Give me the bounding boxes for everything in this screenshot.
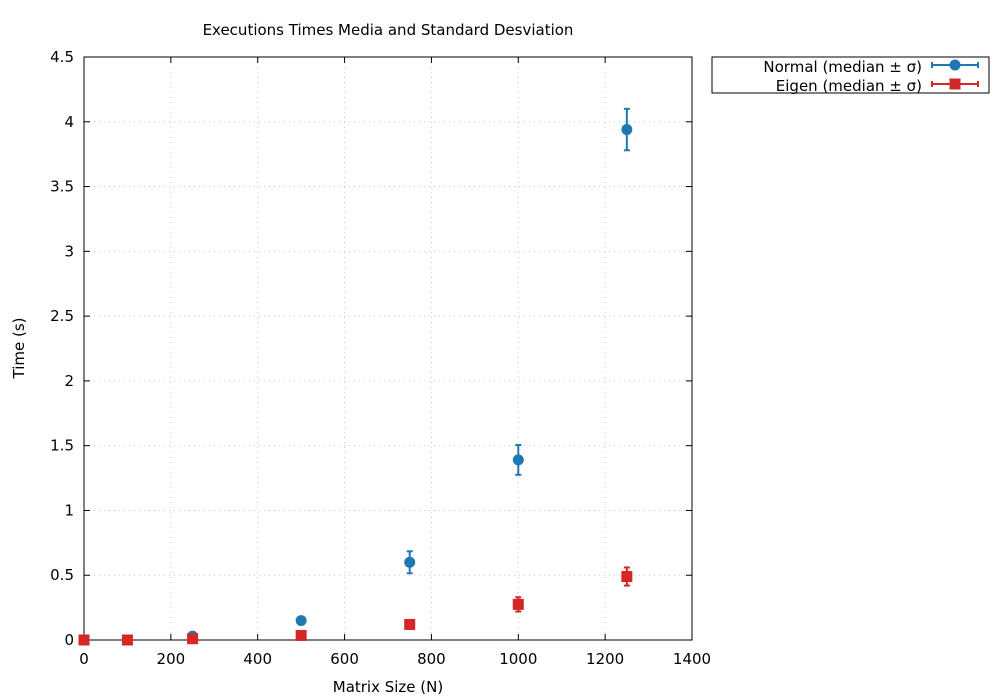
x-axis-label: Matrix Size (N) xyxy=(333,678,443,696)
data-point xyxy=(621,571,633,583)
y-tick-label: 4 xyxy=(64,113,74,131)
data-point xyxy=(404,556,416,568)
y-tick-label: 1 xyxy=(64,501,74,519)
series-eigen xyxy=(78,566,633,646)
legend-marker xyxy=(949,78,961,90)
data-point xyxy=(295,615,307,627)
x-tick-label: 200 xyxy=(157,650,186,668)
x-tick-label: 0 xyxy=(79,650,89,668)
data-point xyxy=(512,454,524,466)
x-tick-label: 400 xyxy=(243,650,272,668)
legend-label-eigen: Eigen (median ± σ) xyxy=(776,77,922,95)
x-tick-label: 1000 xyxy=(499,650,537,668)
legend-marker xyxy=(949,59,961,71)
data-point xyxy=(295,629,307,641)
y-tick-label: 1.5 xyxy=(50,437,74,455)
x-tick-label: 1200 xyxy=(586,650,624,668)
x-tick-label: 1400 xyxy=(673,650,711,668)
y-tick-label: 0.5 xyxy=(50,566,74,584)
data-series xyxy=(78,107,633,646)
chart-title: Executions Times Media and Standard Desv… xyxy=(203,21,574,39)
y-tick-label: 2.5 xyxy=(50,307,74,325)
grid-lines xyxy=(84,57,692,640)
legend-box xyxy=(711,56,990,94)
x-tick-label: 600 xyxy=(330,650,359,668)
legend: Normal (median ± σ) Eigen (median ± σ) xyxy=(711,56,990,95)
data-point xyxy=(512,598,524,610)
y-tick-label: 3.5 xyxy=(50,178,74,196)
y-tick-label: 3 xyxy=(64,242,74,260)
data-point xyxy=(121,634,133,646)
data-point xyxy=(621,124,633,136)
legend-samples xyxy=(931,59,979,90)
y-axis-label: Time (s) xyxy=(10,318,28,380)
legend-label-normal: Normal (median ± σ) xyxy=(763,58,922,76)
series-normal xyxy=(78,107,633,646)
y-tick-label: 2 xyxy=(64,372,74,390)
axis-ticks xyxy=(83,56,693,641)
y-tick-label: 0 xyxy=(64,631,74,649)
y-tick-label: 4.5 xyxy=(50,48,74,66)
plot-frame xyxy=(83,56,693,641)
data-point xyxy=(78,634,90,646)
axis-tick-labels: 0 200 400 600 800 1000 1200 1400 0 0.5 1 1.5 2 2.5 3 3.… xyxy=(50,48,711,668)
data-point xyxy=(187,633,199,645)
x-tick-label: 800 xyxy=(417,650,446,668)
data-point xyxy=(404,618,416,630)
